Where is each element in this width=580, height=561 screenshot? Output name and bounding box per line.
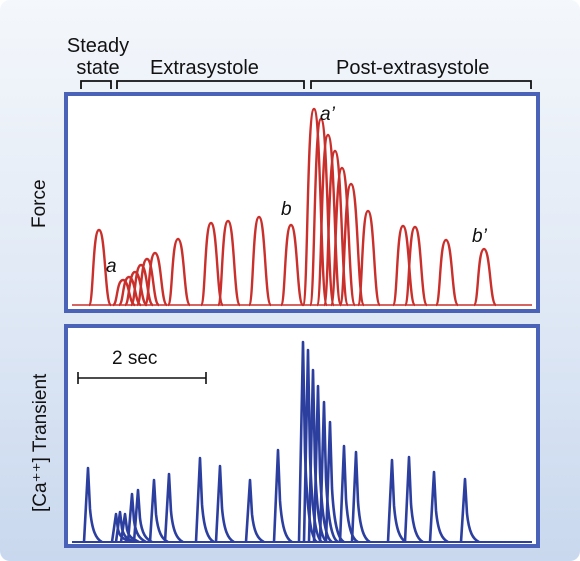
- bracket-post-extrasystole: [310, 80, 532, 89]
- force-twitch: [166, 237, 192, 307]
- force-twitch: [247, 215, 273, 307]
- force-twitch: [329, 166, 357, 307]
- phase-label-extrasystole: Extrasystole: [150, 57, 259, 79]
- calcium-transient: [126, 492, 147, 544]
- bracket-steady-state: [80, 80, 112, 89]
- calcium-transient: [312, 384, 333, 544]
- force-twitch: [135, 257, 161, 307]
- force-twitch: [87, 228, 113, 307]
- force-axis-label: Force: [29, 179, 50, 228]
- force-panel: [64, 92, 540, 313]
- force-twitch: [123, 270, 148, 307]
- force-twitch: [356, 209, 382, 307]
- calcium-axis-label: [Ca⁺⁺] Transient: [30, 373, 51, 512]
- force-twitch: [112, 278, 136, 307]
- force-twitch: [216, 219, 242, 307]
- calcium-transient: [214, 464, 235, 544]
- phase-label-post-extrasystole: Post-extrasystole: [336, 57, 490, 79]
- annotation-a: a: [106, 256, 117, 277]
- force-twitch: [279, 223, 305, 307]
- annotation-a-prime: a’: [320, 104, 335, 125]
- phase-label-steady-state: Steady state: [66, 35, 130, 79]
- time-scale-label: 2 sec: [112, 348, 158, 369]
- calcium-transient: [403, 455, 424, 544]
- calcium-transient: [82, 466, 103, 544]
- calcium-transient: [163, 472, 184, 544]
- annotation-b-prime: b’: [472, 226, 487, 247]
- force-twitch: [403, 225, 429, 307]
- force-twitch: [391, 224, 417, 307]
- annotation-b: b: [281, 199, 292, 220]
- calcium-transient: [244, 478, 265, 544]
- force-trace-plot: [72, 107, 532, 307]
- time-scale-bar: [77, 372, 207, 384]
- force-twitch: [117, 275, 142, 307]
- calcium-transient: [428, 470, 449, 544]
- calcium-transient: [350, 450, 371, 544]
- force-twitch: [434, 238, 460, 307]
- force-twitch: [143, 251, 169, 307]
- phase-brackets: [80, 80, 532, 89]
- force-twitch: [472, 247, 498, 307]
- force-twitch: [338, 182, 366, 307]
- calcium-transient: [338, 444, 359, 544]
- calcium-transient: [318, 400, 339, 544]
- calcium-transient: [194, 456, 215, 544]
- force-twitch: [308, 117, 336, 307]
- force-twitch: [301, 107, 329, 307]
- calcium-panel: 2 sec: [64, 324, 540, 548]
- force-twitch: [129, 263, 155, 307]
- calcium-transient: [119, 512, 140, 544]
- calcium-trace-plot: [72, 340, 532, 544]
- bracket-extrasystole: [116, 80, 305, 89]
- calcium-transient: [386, 458, 407, 544]
- calcium-transient: [324, 420, 345, 544]
- force-twitch: [315, 133, 343, 307]
- calcium-transient: [459, 477, 480, 544]
- force-twitch: [199, 221, 225, 307]
- calcium-transient: [272, 448, 293, 544]
